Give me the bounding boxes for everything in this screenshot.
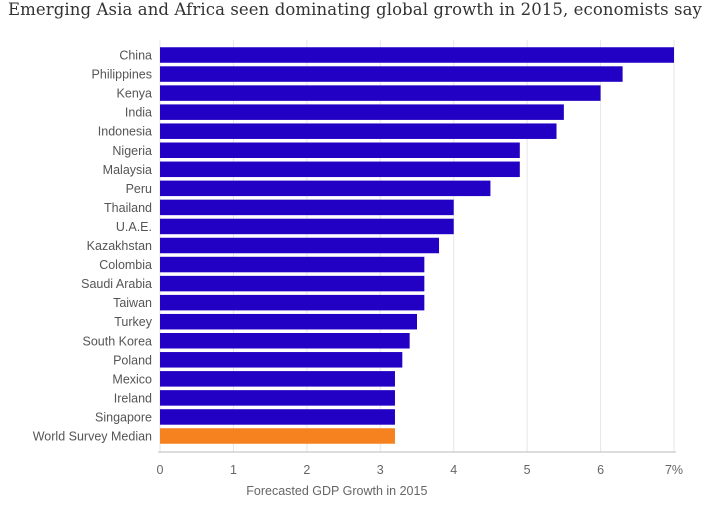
bar-nigeria (160, 142, 520, 158)
bar-south-korea (160, 333, 410, 349)
bar-philippines (160, 66, 623, 82)
bar-malaysia (160, 161, 520, 178)
category-label: Peru (126, 182, 152, 196)
x-tick-label: 3 (377, 463, 384, 477)
bar-poland (160, 352, 403, 368)
bar-singapore (160, 409, 395, 425)
bar-taiwan (160, 294, 425, 311)
category-label: China (119, 49, 152, 63)
x-tick-label: 6 (597, 463, 604, 477)
category-label: Malaysia (103, 163, 152, 177)
category-label: South Korea (83, 334, 153, 348)
category-label: Saudi Arabia (81, 277, 152, 291)
category-label: U.A.E. (116, 220, 152, 234)
bar-thailand (160, 199, 454, 216)
category-label: Colombia (99, 258, 152, 272)
category-label: Singapore (95, 410, 152, 424)
category-label: Nigeria (112, 144, 152, 158)
bars (160, 47, 674, 444)
bar-saudi-arabia (160, 275, 425, 292)
bar-turkey (160, 313, 417, 330)
x-tick-labels: 0 1 2 3 4 5 6 7% (157, 463, 684, 477)
category-label: Kazakhstan (87, 239, 152, 253)
category-label: Indonesia (98, 125, 152, 139)
category-label: Philippines (92, 68, 152, 82)
category-label: Mexico (112, 372, 152, 386)
bar-u-a-e (160, 218, 454, 235)
category-label: Ireland (114, 391, 152, 405)
category-label: India (125, 106, 152, 120)
category-label: Poland (113, 353, 152, 367)
bar-colombia (160, 256, 425, 273)
category-label: Turkey (114, 315, 152, 329)
chart-title: Emerging Asia and Africa seen dominating… (8, 0, 702, 19)
category-label: Thailand (104, 201, 152, 215)
bar-ireland (160, 390, 395, 406)
x-axis-title: Forecasted GDP Growth in 2015 (246, 484, 427, 498)
bar-indonesia (160, 123, 557, 139)
x-tick-label: 4 (450, 463, 457, 477)
category-labels: China Philippines Kenya India Indonesia Niger… (33, 49, 153, 444)
category-label: World Survey Median (33, 430, 152, 444)
bar-peru (160, 180, 491, 197)
bar-world-survey-median (160, 428, 395, 444)
bar-mexico (160, 371, 395, 387)
x-tick-label: 5 (524, 463, 531, 477)
bar-kenya (160, 85, 601, 101)
bar-china (160, 47, 674, 63)
x-tick-label: 1 (230, 463, 237, 477)
bar-india (160, 104, 564, 120)
x-tick-label: 2 (303, 463, 310, 477)
category-label: Taiwan (113, 296, 152, 310)
category-label: Kenya (117, 87, 152, 101)
x-tick-label: 0 (157, 463, 164, 477)
x-tick-label: 7% (665, 463, 683, 477)
bar-kazakhstan (160, 237, 440, 254)
